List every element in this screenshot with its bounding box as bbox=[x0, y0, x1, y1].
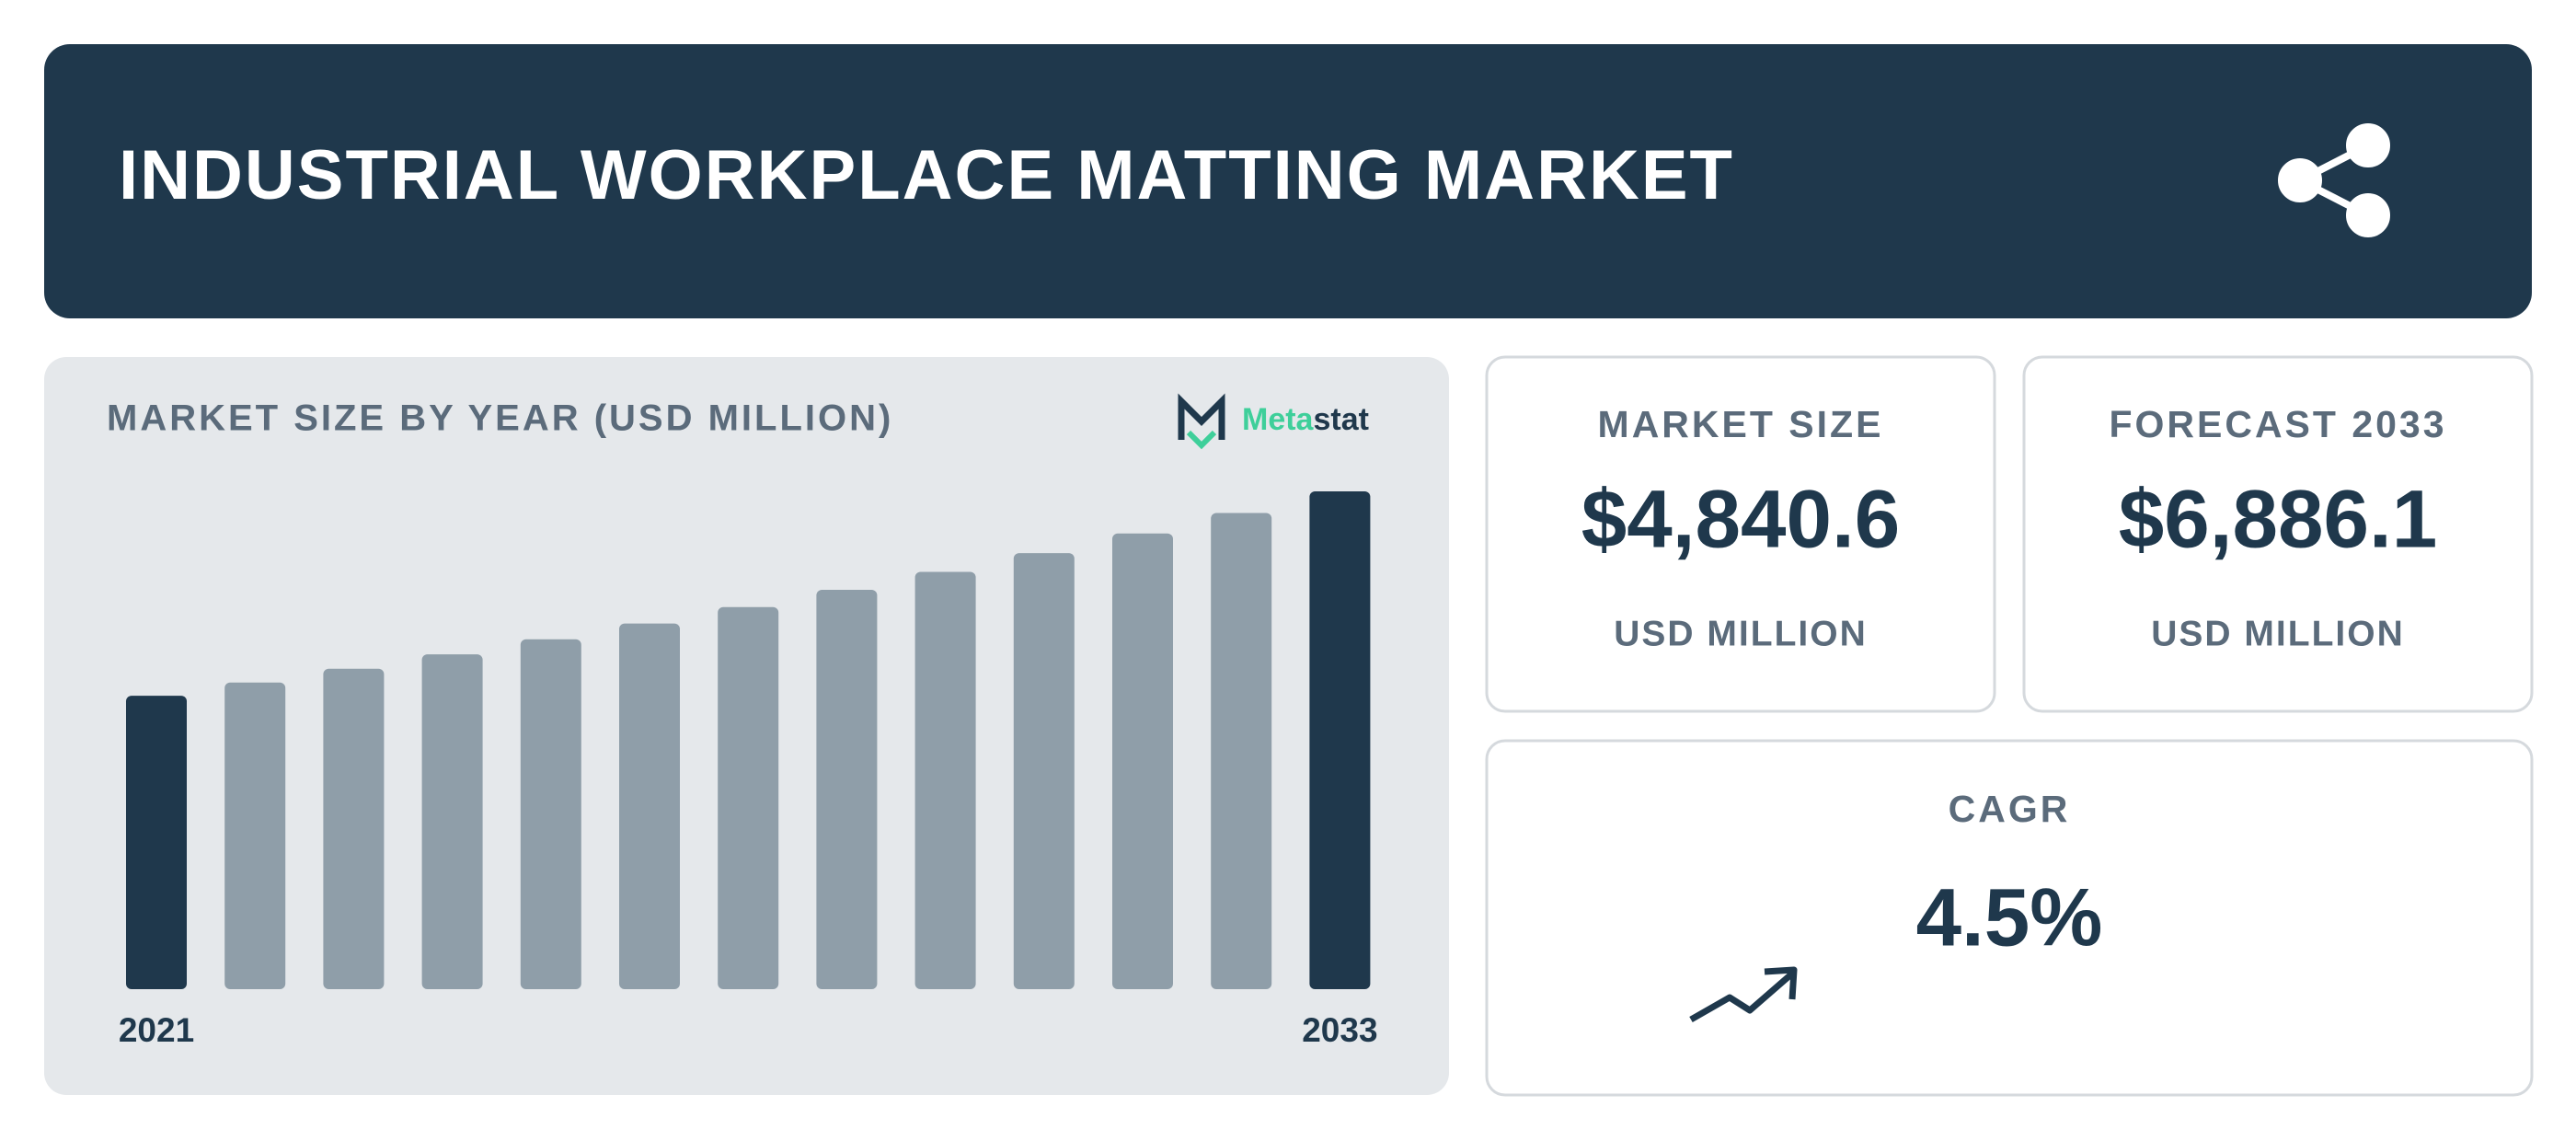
bar bbox=[323, 668, 385, 989]
cagr-label: CAGR bbox=[1949, 788, 2071, 830]
card: MARKET SIZE $4,840.6 USD MILLION bbox=[1485, 355, 1996, 713]
bar bbox=[718, 606, 779, 989]
header-bar bbox=[44, 44, 2532, 318]
share-icon[interactable] bbox=[2278, 123, 2390, 237]
card-value: $4,840.6 bbox=[1581, 473, 1900, 565]
chart-title: MARKET SIZE BY YEAR (USD MILLION) bbox=[107, 398, 893, 439]
card-label: FORECAST 2033 bbox=[2109, 403, 2446, 445]
card-value: $6,886.1 bbox=[2119, 473, 2437, 565]
bar bbox=[1211, 513, 1272, 989]
cagr-card: CAGR 4.5% bbox=[1485, 739, 2534, 1097]
bar bbox=[126, 696, 187, 989]
card-unit: USD MILLION bbox=[1614, 614, 1867, 653]
brand-logo: Metastat bbox=[1178, 393, 1369, 450]
brand-part: stat bbox=[1313, 402, 1368, 437]
bar bbox=[619, 623, 680, 989]
page-title: INDUSTRIAL WORKPLACE MATTING MARKET bbox=[119, 136, 1734, 214]
card: FORECAST 2033 $6,886.1 USD MILLION bbox=[2022, 355, 2534, 713]
trend-icon bbox=[1689, 966, 1798, 1023]
brand-name: Metastat bbox=[1242, 402, 1369, 437]
bar bbox=[914, 571, 976, 989]
card-label: MARKET SIZE bbox=[1598, 403, 1884, 445]
bar bbox=[224, 682, 286, 989]
bar bbox=[816, 590, 878, 989]
x-tick-label: 2033 bbox=[1302, 1011, 1377, 1049]
bar bbox=[1112, 533, 1173, 989]
cagr-value: 4.5% bbox=[1916, 871, 2103, 963]
brand-part: Meta bbox=[1242, 402, 1315, 437]
x-tick-label: 2021 bbox=[119, 1011, 194, 1049]
bar bbox=[1013, 553, 1075, 989]
bar bbox=[520, 639, 581, 989]
bar-chart: 2021 2033 bbox=[119, 491, 1378, 1049]
bar bbox=[1309, 491, 1371, 989]
bar bbox=[421, 654, 483, 989]
card-unit: USD MILLION bbox=[2151, 614, 2404, 653]
